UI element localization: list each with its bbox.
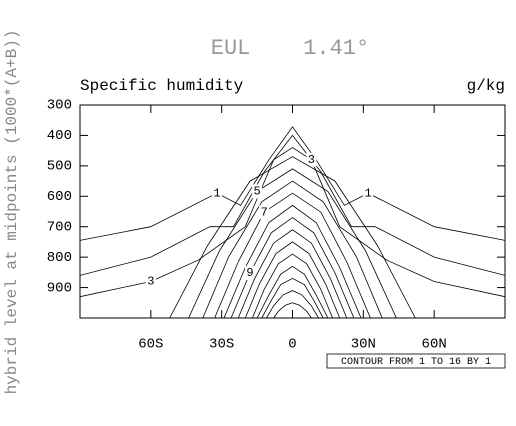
contour-label: 7 [261,205,268,219]
y-tick-label: 400 [47,128,72,144]
contour-line [202,180,383,318]
contour-label-bg [211,186,222,201]
plot-frame [79,104,506,319]
contour-line [223,204,362,318]
contour-line [256,265,329,318]
contour-label-bg [245,265,255,280]
x-tick-label: 60S [138,337,163,353]
y-tick-label: 900 [47,280,72,296]
contour-label: 9 [246,266,253,280]
info-box [326,353,506,369]
y-tick-label: 800 [47,250,72,266]
y-tick-label: 300 [47,98,72,114]
contour-line [80,134,505,276]
contour-line [80,126,505,241]
contour-label: 1 [364,186,371,200]
contour-line [244,241,341,318]
contour-label-bg [252,184,263,199]
left-subtitle: Specific humidity [80,77,244,95]
contour-line [273,302,312,318]
contour-line [261,277,324,318]
contour-label: 1 [213,186,220,200]
contour-line [237,229,348,318]
contour-line [214,192,371,318]
contour-group: 1 1 3 3 57 9 [80,126,505,318]
contour-line [169,156,416,318]
x-tick-label: 60N [422,337,447,353]
contour-line [188,168,397,318]
y-tick-label: 700 [47,219,72,235]
y-tick-label: 600 [47,189,72,205]
chart-title: EUL 1.41° [211,36,369,61]
x-tick-label: 0 [288,337,296,353]
right-subtitle: g/kg [467,77,505,95]
contour-label-bg [145,274,156,289]
info-label: CONTOUR FROM 1 TO 16 BY 1 [341,357,491,368]
contour-label-bg [306,152,317,167]
x-tick-label: 30S [209,337,234,353]
y-tick-label: 500 [47,159,72,175]
contour-line [80,147,505,298]
contour-label: 3 [147,275,154,289]
contour-label-bg [363,186,374,201]
contour-label: 5 [253,185,260,199]
contour-line [266,290,319,318]
y-axis-title: hybrid level at midpoints (1000*(A+B)) [3,30,21,395]
x-tick-label: 30N [351,337,376,353]
contour-line [252,253,333,318]
contour-label-bg [259,205,270,220]
contour-label: 3 [308,153,315,167]
